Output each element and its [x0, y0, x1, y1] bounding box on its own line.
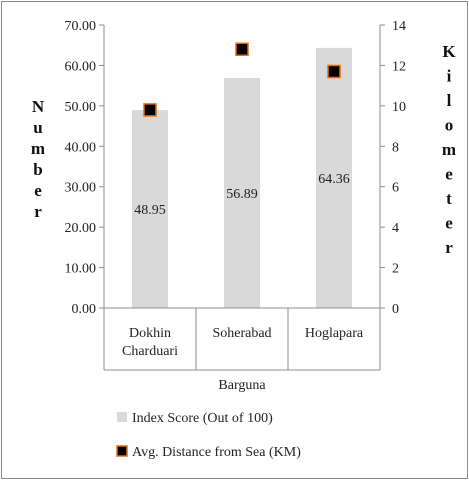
y-tick-label-left: 30.00 [65, 181, 97, 196]
y-axis-title-right-letter: e [445, 214, 453, 233]
distance-marker [143, 103, 157, 117]
x-tick-label: Hoglapara [305, 326, 364, 341]
y-tick-label-right: 12 [392, 59, 406, 74]
distance-marker [327, 64, 341, 79]
bar-data-label: 64.36 [318, 172, 350, 187]
bar [316, 47, 352, 308]
distance-marker [235, 42, 249, 57]
x-axis-title: Barguna [218, 378, 266, 393]
legend-swatch-index-score [117, 412, 127, 422]
y-tick-label-left: 70.00 [65, 19, 97, 34]
y-axis-title-right-letter: l [447, 91, 452, 110]
y-axis-title-right-letter: i [447, 67, 452, 86]
plot-area: 0.00 10.00 20.00 30.00 40.00 50.00 60.00 70.00 0… [31, 19, 456, 393]
x-tick-label: Dokhin [129, 326, 171, 341]
y-axis-title-left-letter: N [32, 97, 45, 116]
y-tick-label-right: 10 [392, 100, 406, 115]
y-tick-label-right: 2 [392, 262, 399, 277]
y-axis-title-left-letter: m [31, 139, 45, 158]
y-tick-label-right: 6 [392, 181, 399, 196]
y-axis-title-left-letter: b [33, 160, 42, 179]
y-tick-label-right: 8 [392, 140, 399, 155]
bar-data-label: 56.89 [226, 187, 258, 202]
legend: Index Score (Out of 100) Avg. Distance fr… [116, 411, 301, 460]
y-tick-label-right: 14 [392, 19, 406, 34]
x-tick-label: Charduari [122, 344, 178, 359]
y-tick-label-right: 4 [392, 221, 399, 236]
y-tick-label-left: 10.00 [65, 262, 97, 277]
y-axis-title-left-letter: e [34, 181, 42, 200]
y-tick-label-left: 50.00 [65, 100, 97, 115]
y-axis-title-right-letter: t [446, 189, 452, 208]
y-axis-title-right-letter: r [445, 238, 453, 257]
bar [224, 78, 260, 308]
y-axis-title-right-letter: K [442, 42, 456, 61]
y-axis-title-left-letter: r [34, 202, 42, 221]
y-tick-label-left: 40.00 [65, 140, 97, 155]
legend-swatch-distance [116, 445, 128, 457]
y-tick-label-left: 0.00 [72, 302, 97, 317]
y-tick-label-right: 0 [392, 302, 399, 317]
x-tick-label: Soherabad [212, 326, 271, 341]
y-axis-title-right-letter: m [442, 140, 456, 159]
y-tick-label-left: 60.00 [65, 59, 97, 74]
legend-label-index-score: Index Score (Out of 100) [132, 411, 273, 426]
bar [132, 110, 168, 308]
bar-data-label: 48.95 [134, 203, 166, 218]
y-axis-title-right-letter: e [445, 165, 453, 184]
y-axis-title-left-letter: u [33, 118, 42, 137]
y-axis-title-right-letter: o [445, 116, 454, 135]
y-tick-label-left: 20.00 [65, 221, 97, 236]
legend-label-distance: Avg. Distance from Sea (KM) [132, 445, 301, 460]
